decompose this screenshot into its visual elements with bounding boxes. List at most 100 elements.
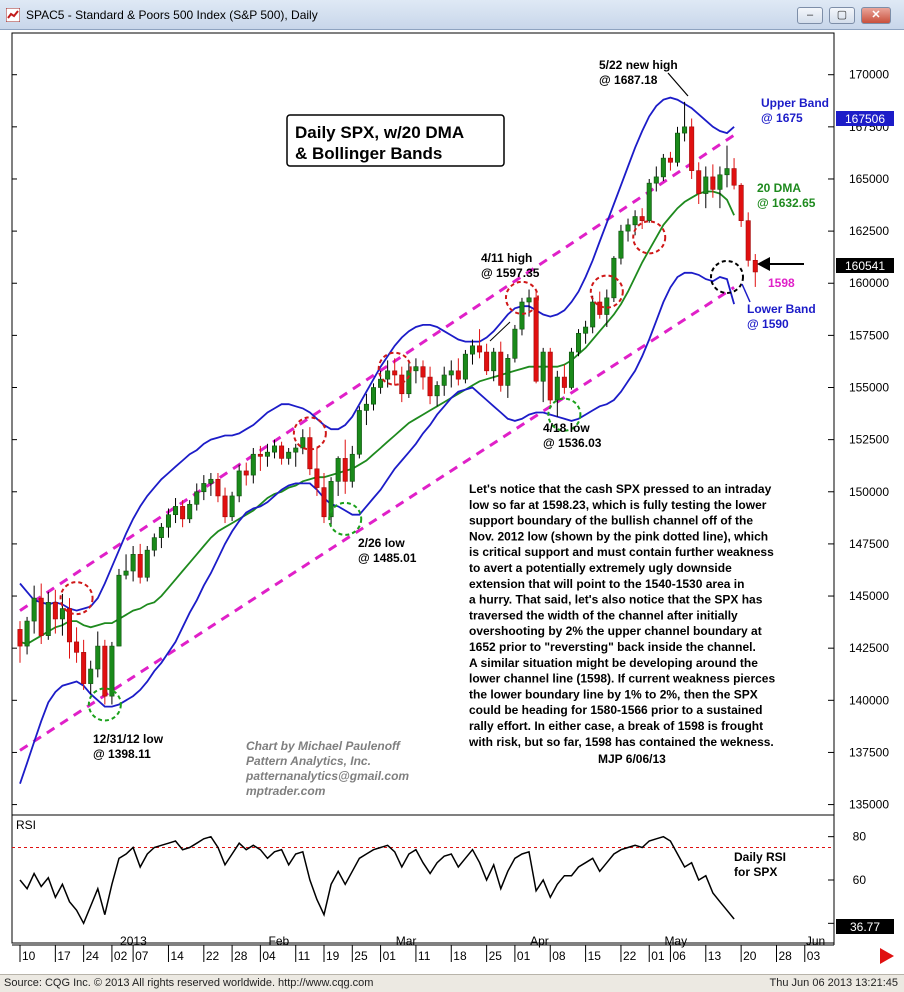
credit-line-2: Pattern Analytics, Inc. <box>246 754 371 768</box>
x-day-label: 28 <box>234 949 248 963</box>
candle-body <box>597 301 603 315</box>
commentary-line: rally effort. In either case, a break of… <box>469 719 763 733</box>
commentary-line: to avert a potentially extremely ugly do… <box>469 561 732 575</box>
x-axis: 10 17 24 02 07 14 22 28 04 11 19 25 01 11 18 25 01 08 15 22… <box>19 934 825 963</box>
candle-body <box>102 645 108 697</box>
x-day-label: 25 <box>489 949 503 963</box>
candle-body <box>81 652 87 684</box>
chart-title-box: Daily SPX, w/20 DMA & Bollinger Bands <box>286 114 505 167</box>
candle-body <box>406 370 412 395</box>
candles <box>17 101 758 705</box>
candle-body <box>533 297 539 382</box>
x-day-label: 02 <box>114 949 128 963</box>
candle-body <box>201 483 207 493</box>
x-day-label: 15 <box>588 949 602 963</box>
y-tick-label: 170000 <box>849 68 889 82</box>
candle-body <box>477 345 483 353</box>
candle-body <box>180 506 186 520</box>
commentary-line: Nov. 2012 low (shown by the pink dotted … <box>469 529 768 543</box>
candle-body <box>526 297 532 303</box>
highlight-circle <box>504 280 539 315</box>
candle-body <box>74 641 80 653</box>
candle-body <box>385 370 391 380</box>
candle-body <box>130 554 136 572</box>
x-day-label: 25 <box>354 949 368 963</box>
highlight-circle <box>292 416 327 451</box>
candle-body <box>59 608 65 620</box>
candle-body <box>646 182 652 221</box>
highlight-circle <box>377 351 412 386</box>
x-day-label: 10 <box>22 949 36 963</box>
annotation-dma-2: @ 1632.65 <box>757 196 816 210</box>
x-month-label: May <box>664 934 687 948</box>
restore-button[interactable]: ▢ <box>829 7 855 24</box>
x-month-label: 2013 <box>120 934 147 948</box>
x-day-label: 19 <box>326 949 340 963</box>
y-tick-label: 147500 <box>849 537 889 551</box>
candle-body <box>144 549 150 578</box>
candle-body <box>583 326 589 334</box>
highlight-circle <box>589 274 624 309</box>
candle-body <box>413 366 419 372</box>
candle-body <box>455 370 461 380</box>
overlay-line <box>19 190 735 645</box>
highlight-circle <box>59 581 94 616</box>
channel-line <box>19 286 735 752</box>
x-day-label: 13 <box>708 949 722 963</box>
highlight-circle <box>87 687 122 722</box>
candle-body <box>38 597 44 636</box>
candle-body <box>505 358 511 386</box>
annotation-dec-low-1: 12/31/12 low <box>93 732 164 746</box>
commentary-line: a hurry. That said, let's also notice th… <box>469 593 763 607</box>
status-bar: Source: CQG Inc. © 2013 All rights reser… <box>0 974 904 992</box>
commentary-line: lower channel line (1598). If current we… <box>469 672 775 686</box>
x-day-label: 01 <box>517 949 531 963</box>
candle-body <box>208 478 214 484</box>
candle-body <box>710 176 716 190</box>
candle-body <box>24 620 30 647</box>
minimize-button[interactable]: ‒ <box>797 7 823 24</box>
commentary-line: overshooting by 2% the upper channel bou… <box>469 624 762 638</box>
candle-body <box>45 601 51 636</box>
commentary-line: with risk, but so far, 1598 has containe… <box>468 735 774 749</box>
x-day-label: 22 <box>623 949 637 963</box>
price-tag-upper: 167506 <box>836 111 894 126</box>
annotation-lower-band-1: Lower Band <box>747 302 816 316</box>
commentary-line: is critical support and must contain fur… <box>469 545 774 559</box>
window-title: SPAC5 - Standard & Poors 500 Index (S&P … <box>26 8 318 22</box>
candle-body <box>731 168 737 186</box>
commentary-line: A similar situation might be developing … <box>469 656 758 670</box>
candle-body <box>293 447 299 453</box>
candle-body <box>441 374 447 386</box>
x-day-label: 11 <box>298 949 311 963</box>
annotation-april-low-1: 4/18 low <box>543 421 590 435</box>
scroll-right-button[interactable] <box>876 947 896 965</box>
candle-body <box>137 554 143 578</box>
y-axis: 135000 137500 140000 142500 145000 147500 1500… <box>12 68 889 812</box>
x-day-label: 08 <box>552 949 566 963</box>
y-tick-label: 160000 <box>849 276 889 290</box>
candle-body <box>427 376 433 397</box>
candle-body <box>187 503 193 520</box>
highlight-circle <box>632 220 667 255</box>
x-day-label: 06 <box>672 949 686 963</box>
annotation-new-high-2: @ 1687.18 <box>599 73 658 87</box>
rsi-line <box>19 835 735 926</box>
status-source: Source: CQG Inc. © 2013 All rights reser… <box>4 977 374 989</box>
highlight-circle <box>547 397 582 432</box>
candle-body <box>568 351 574 388</box>
candle-body <box>420 366 426 378</box>
candle-body <box>229 495 235 518</box>
close-button[interactable]: ✕ <box>861 7 891 24</box>
candle-body <box>660 157 666 178</box>
candle-body <box>123 570 129 576</box>
commentary-line: Let's notice that the cash SPX pressed t… <box>469 482 772 496</box>
channel-lines <box>19 133 735 752</box>
rsi-tick-label: 60 <box>853 873 867 887</box>
commentary-line: support boundary of the bullish channel … <box>469 514 753 528</box>
candle-body <box>300 437 306 449</box>
annotations: 5/22 new high @ 1687.18 Upper Band @ 167… <box>93 58 829 761</box>
candle-body <box>745 220 751 261</box>
candle-body <box>250 453 256 476</box>
annotation-dma-1: 20 DMA <box>757 181 801 195</box>
